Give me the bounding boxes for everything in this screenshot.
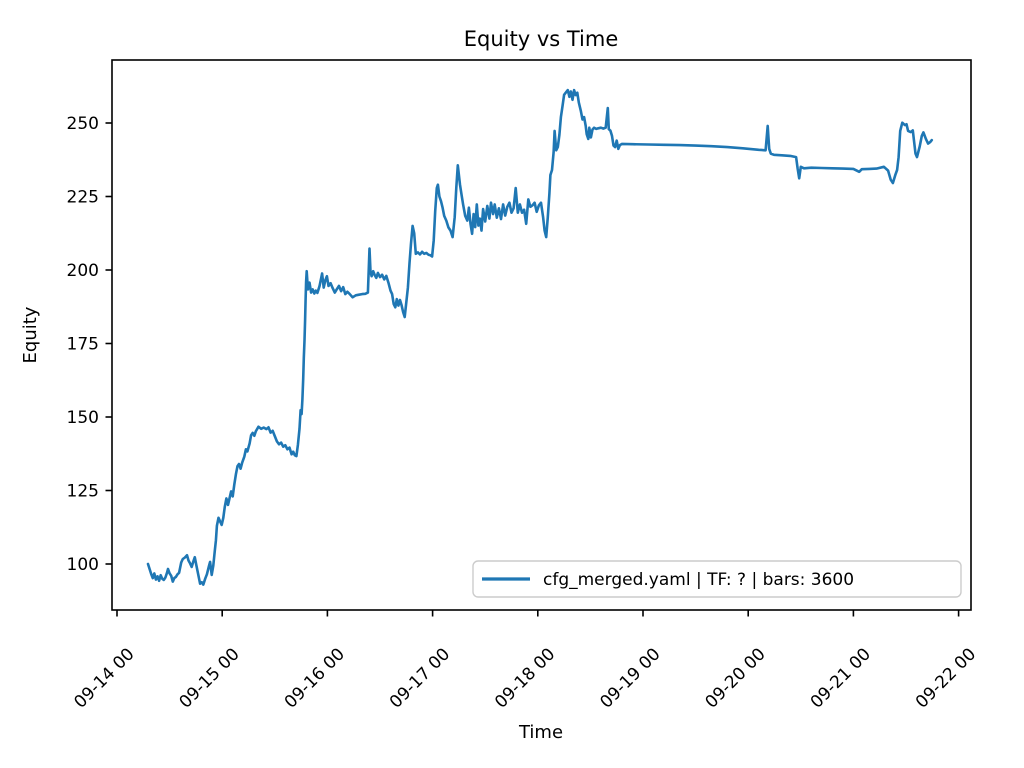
y-tick-label: 175 [67, 335, 99, 355]
equity-curve [146, 88, 934, 586]
plot-area [112, 60, 971, 610]
equity-line-series [146, 88, 934, 586]
x-tick-label: 09-17 00 [386, 644, 454, 712]
axes-spines [111, 59, 972, 611]
x-tick-label: 09-22 00 [912, 644, 980, 712]
y-tick-label: 150 [67, 408, 99, 428]
x-tick-label: 09-14 00 [70, 644, 138, 712]
x-axis-ticks: 09-14 00 09-15 00 09-16 00 09-17 00 09-18 00… [70, 610, 980, 713]
x-tick-label: 09-16 00 [281, 644, 349, 712]
x-tick-label: 09-15 00 [176, 644, 244, 712]
x-axis-label: Time [518, 722, 563, 743]
y-tick-label: 100 [67, 555, 99, 575]
chart-title: Equity vs Time [464, 27, 619, 51]
y-tick-label: 200 [67, 261, 99, 281]
legend-box [472, 560, 962, 598]
y-tick-label: 250 [67, 114, 99, 134]
legend: cfg_merged.yaml | TF: ? | bars: 3600 [472, 560, 962, 598]
x-tick-label: 09-19 00 [596, 644, 664, 712]
y-tick-label: 225 [67, 188, 99, 208]
x-tick-label: 09-20 00 [702, 644, 770, 712]
x-tick-label: 09-18 00 [491, 644, 559, 712]
legend-label: cfg_merged.yaml | TF: ? | bars: 3600 [543, 570, 854, 590]
y-axis-label: Equity [20, 306, 41, 363]
y-tick-label: 125 [67, 482, 99, 502]
x-tick-label: 09-21 00 [807, 644, 875, 712]
y-axis-ticks: 100 125 150 175 200 225 250 [67, 114, 112, 575]
